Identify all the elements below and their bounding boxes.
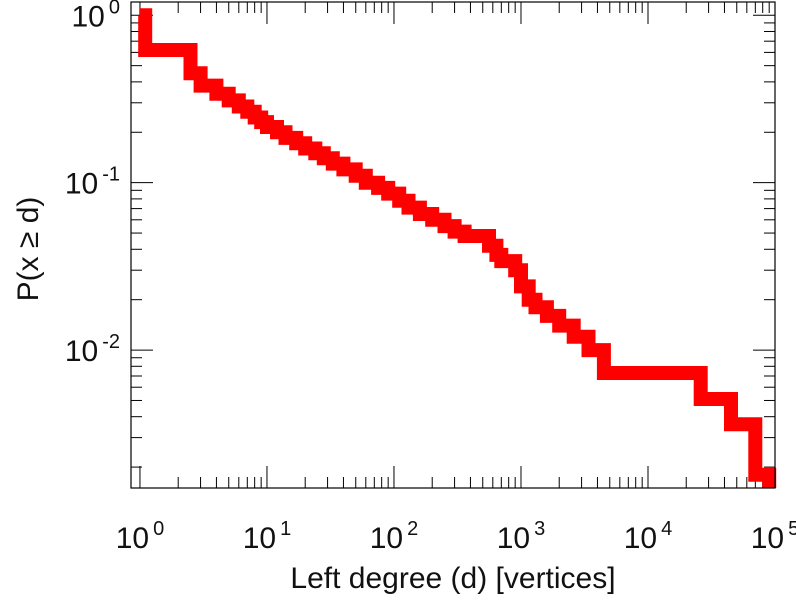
y-tick-label: 10 0 bbox=[72, 0, 121, 33]
plot-frame bbox=[130, 1, 776, 489]
y-axis-label: P(x ≥ d) bbox=[12, 197, 45, 302]
x-tick-label: 10 4 bbox=[624, 518, 673, 555]
x-tick-label: 10 3 bbox=[497, 518, 546, 555]
series-line bbox=[138, 8, 777, 488]
x-axis-label: Left degree (d) [vertices] bbox=[290, 562, 615, 595]
x-tick-label: 10 2 bbox=[370, 518, 419, 555]
y-tick-label: 10 -2 bbox=[65, 331, 120, 368]
x-tick-labels: 10 0 10 1 10 2 10 3 10 4 10 5 bbox=[116, 518, 796, 555]
y-tick-label: 10 -1 bbox=[65, 164, 120, 201]
x-tick-label: 10 0 bbox=[116, 518, 165, 555]
x-tick-label: 10 1 bbox=[243, 518, 292, 555]
x-tick-label: 10 5 bbox=[751, 518, 796, 555]
